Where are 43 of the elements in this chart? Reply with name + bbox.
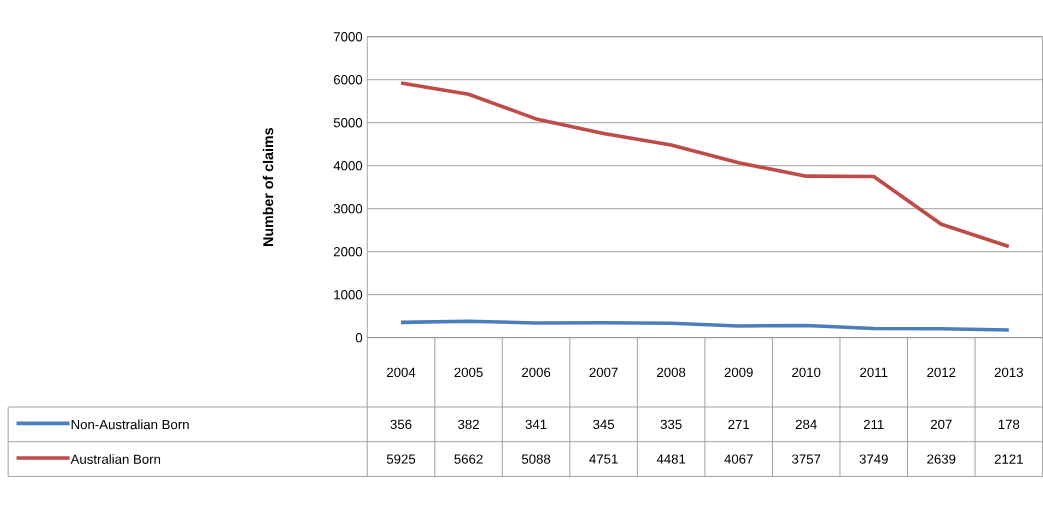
y-tick-label: 4000 [333, 161, 363, 171]
legend-label: Non-Australian Born [71, 419, 189, 430]
x-tick-label: 2013 [994, 367, 1023, 378]
data-label: 4481 [656, 454, 686, 464]
data-label: 5662 [454, 454, 483, 464]
data-label: 5925 [386, 454, 416, 464]
data-label: 4751 [589, 454, 618, 464]
legend-label: Australian Born [70, 454, 161, 464]
x-tick-label: 2004 [386, 367, 416, 378]
y-tick-label: 6000 [333, 75, 363, 85]
data-label: 5088 [521, 454, 551, 464]
data-label: 178 [998, 419, 1020, 430]
y-tick-label: 5000 [333, 118, 363, 128]
data-label: 207 [930, 419, 952, 430]
x-tick-label: 2011 [860, 367, 888, 378]
data-label: 345 [593, 419, 615, 430]
x-tick-label: 2010 [792, 367, 821, 378]
line-series [399, 319, 1011, 332]
x-tick-label: 2012 [927, 367, 956, 378]
data-label: 2639 [927, 454, 956, 464]
line-series [399, 81, 1011, 249]
x-tick-label: 2008 [657, 367, 686, 378]
x-tick-label: 2006 [522, 367, 551, 378]
data-label: 356 [390, 419, 412, 430]
x-tick-label: 2009 [724, 367, 753, 378]
data-label: 382 [458, 419, 479, 430]
data-label: 211 [863, 419, 884, 429]
y-tick-label: 3000 [333, 204, 363, 214]
y-axis-title: Number of claims [262, 128, 274, 246]
y-tick-label: 1000 [334, 289, 363, 300]
x-tick-label: 2005 [454, 367, 483, 378]
y-tick-label: 7000 [333, 32, 363, 42]
y-tick-label: 2000 [333, 246, 363, 257]
data-label: 271 [728, 419, 750, 429]
data-label: 3749 [859, 454, 888, 464]
data-label: 4067 [724, 454, 753, 464]
data-label: 2121 [994, 454, 1023, 464]
data-label: 335 [660, 419, 682, 430]
x-tick-label: 2007 [589, 367, 618, 378]
y-tick-label: 0 [355, 332, 363, 343]
data-label: 3757 [792, 454, 821, 464]
data-label: 284 [795, 419, 817, 430]
data-label: 341 [525, 419, 547, 430]
